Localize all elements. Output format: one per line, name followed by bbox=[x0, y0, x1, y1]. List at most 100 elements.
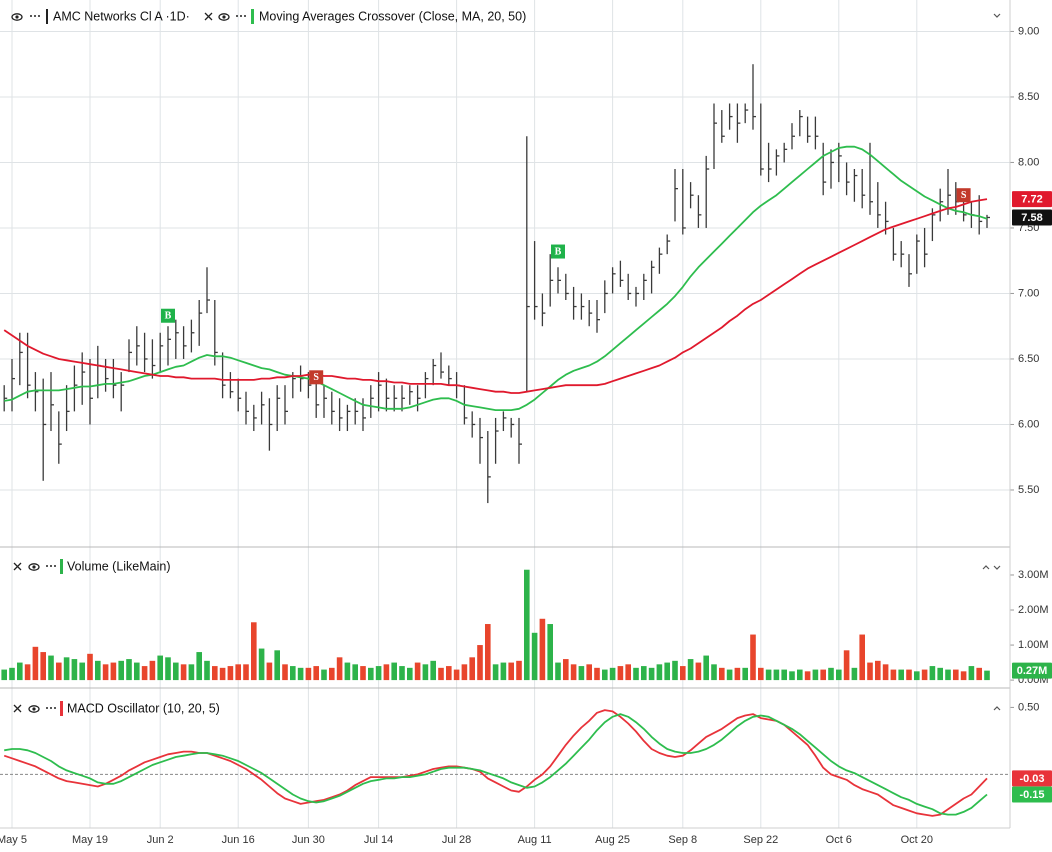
more-icon[interactable] bbox=[46, 707, 56, 709]
y-tick-label: 2.00M bbox=[1018, 604, 1049, 616]
more-icon[interactable] bbox=[46, 565, 56, 567]
volume-bar bbox=[492, 664, 499, 681]
x-tick-label: Aug 11 bbox=[518, 834, 552, 846]
volume-bar bbox=[898, 669, 904, 681]
volume-bar bbox=[352, 664, 358, 681]
volume-bar bbox=[648, 667, 655, 681]
volume-bar bbox=[719, 667, 725, 681]
volume-bar bbox=[227, 666, 234, 681]
volume-bar bbox=[313, 666, 319, 681]
volume-bar bbox=[531, 632, 538, 681]
volume-bar bbox=[422, 664, 429, 681]
volume-bar bbox=[773, 669, 780, 681]
volume-bar bbox=[867, 662, 873, 681]
volume-bar bbox=[102, 664, 109, 681]
volume-bar bbox=[508, 662, 514, 681]
volume-bar bbox=[711, 664, 717, 681]
value-badge bbox=[1012, 209, 1052, 226]
more-icon[interactable] bbox=[30, 15, 40, 17]
close-icon[interactable] bbox=[204, 12, 213, 21]
volume-bar bbox=[547, 624, 553, 681]
move-up-icon[interactable] bbox=[993, 706, 1001, 711]
volume-bar bbox=[617, 666, 624, 681]
volume-bar bbox=[500, 662, 507, 681]
volume-bar bbox=[726, 669, 733, 681]
more-icon[interactable] bbox=[236, 15, 246, 17]
volume-bar bbox=[765, 669, 772, 681]
x-tick-label: May 19 bbox=[72, 834, 108, 846]
series-swatch bbox=[60, 559, 63, 574]
volume-bar bbox=[360, 666, 366, 681]
y-tick-label: 6.00 bbox=[1018, 418, 1039, 430]
volume-bar bbox=[914, 671, 920, 681]
volume-bar bbox=[368, 667, 374, 681]
volume-bar bbox=[17, 662, 23, 681]
value-badge-label: 7.72 bbox=[1021, 194, 1042, 206]
y-tick-label: 3.00M bbox=[1018, 569, 1049, 581]
move-up-icon[interactable] bbox=[982, 565, 990, 570]
volume-bar bbox=[453, 669, 460, 681]
value-badge bbox=[1012, 662, 1052, 679]
line-series bbox=[4, 713, 988, 816]
y-tick-label: 9.00 bbox=[1018, 25, 1039, 37]
eye-icon[interactable] bbox=[11, 13, 23, 21]
volume-bar bbox=[297, 667, 304, 681]
volume-bar bbox=[609, 667, 616, 681]
volume-bar bbox=[1, 669, 7, 681]
collapse-icon[interactable] bbox=[993, 13, 1001, 18]
eye-icon[interactable] bbox=[28, 563, 40, 571]
macd-title: MACD Oscillator (10, 20, 5) bbox=[67, 701, 220, 715]
volume-bar bbox=[446, 666, 452, 681]
chart-title: AMC Networks Cl A ·1D· bbox=[53, 9, 190, 23]
volume-bar bbox=[695, 662, 702, 681]
volume-bar bbox=[32, 646, 39, 681]
volume-bar bbox=[485, 624, 491, 681]
signal-label: B bbox=[555, 246, 562, 257]
close-icon[interactable] bbox=[13, 562, 22, 571]
volume-bar bbox=[274, 650, 280, 681]
volume-bar bbox=[344, 662, 351, 681]
volume-bar bbox=[859, 634, 865, 681]
volume-bar bbox=[399, 666, 405, 681]
volume-bar bbox=[477, 645, 483, 681]
volume-bar bbox=[742, 667, 748, 681]
volume-bar bbox=[87, 653, 93, 681]
volume-bar bbox=[781, 669, 787, 681]
volume-bar bbox=[882, 664, 889, 681]
volume-bar bbox=[48, 655, 54, 681]
move-down-icon[interactable] bbox=[993, 565, 1001, 570]
eye-icon[interactable] bbox=[28, 705, 40, 713]
volume-bar bbox=[851, 667, 858, 681]
volume-bar bbox=[196, 652, 202, 681]
volume-bar bbox=[329, 667, 335, 681]
volume-bar bbox=[578, 666, 585, 681]
value-badge-label: 0.27M bbox=[1017, 665, 1048, 677]
volume-bar bbox=[251, 622, 257, 681]
x-tick-label: Aug 25 bbox=[595, 834, 630, 846]
volume-bar bbox=[157, 655, 163, 681]
volume-bar bbox=[204, 660, 210, 681]
volume-bar bbox=[602, 669, 608, 681]
volume-bar bbox=[820, 669, 826, 681]
volume-bar bbox=[383, 664, 390, 681]
volume-bar bbox=[625, 664, 631, 681]
marks: B S B S bbox=[1, 64, 990, 817]
volume-bar bbox=[945, 669, 951, 681]
volume-bar bbox=[929, 666, 936, 681]
signal-marker bbox=[309, 370, 324, 385]
volume-bar bbox=[890, 669, 897, 681]
volume-bar bbox=[960, 671, 967, 681]
volume-bar bbox=[703, 655, 709, 681]
volume-bar bbox=[258, 648, 265, 681]
line-series bbox=[3, 198, 988, 394]
volume-bar bbox=[804, 671, 811, 681]
x-tick-label: Jun 16 bbox=[222, 834, 255, 846]
eye-icon[interactable] bbox=[218, 13, 230, 21]
volume-bar bbox=[9, 667, 15, 681]
signal-marker bbox=[161, 308, 175, 323]
volume-title: Volume (LikeMain) bbox=[67, 559, 171, 573]
x-tick-label: Sep 22 bbox=[743, 834, 778, 846]
close-icon[interactable] bbox=[13, 704, 22, 713]
volume-bar bbox=[219, 667, 226, 681]
volume-bar bbox=[984, 670, 990, 681]
